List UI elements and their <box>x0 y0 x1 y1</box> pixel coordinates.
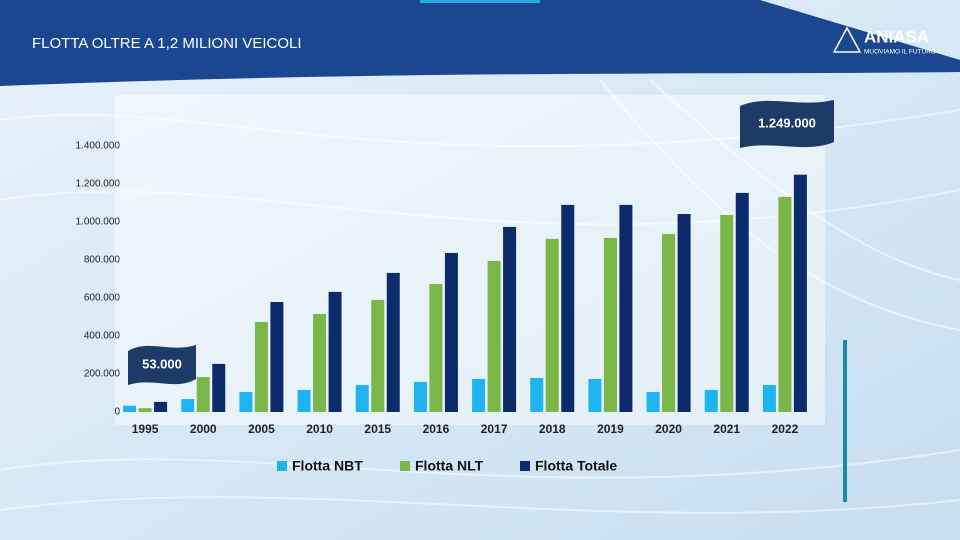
x-tick-label: 2017 <box>481 422 508 436</box>
bar <box>371 299 385 412</box>
bar <box>181 399 195 412</box>
x-tick-label: 2022 <box>772 422 799 436</box>
bar <box>212 363 226 412</box>
y-tick-label: 1.400.000 <box>76 141 121 152</box>
bar <box>735 192 749 412</box>
legend-swatch <box>277 461 287 471</box>
header-banner <box>0 0 960 86</box>
bar <box>677 214 691 412</box>
x-tick-label: 2018 <box>539 422 566 436</box>
bar <box>239 392 253 412</box>
bar <box>413 381 427 412</box>
bar <box>313 313 327 412</box>
legend-swatch <box>520 461 530 471</box>
y-tick-label: 1.000.000 <box>76 217 121 228</box>
bar <box>793 174 807 412</box>
x-tick-label: 1995 <box>132 422 159 436</box>
y-tick-label: 200.000 <box>84 369 121 380</box>
x-tick-label: 2010 <box>306 422 333 436</box>
callout-label: 53.000 <box>142 356 182 371</box>
logo-text: ANIASA <box>864 27 929 46</box>
x-tick-label: 2000 <box>190 422 217 436</box>
bar <box>472 378 486 412</box>
bar <box>270 301 284 412</box>
bar <box>154 401 168 412</box>
bar <box>487 260 501 412</box>
bar <box>254 321 268 412</box>
y-tick-label: 800.000 <box>84 255 121 266</box>
bar <box>297 389 311 412</box>
y-tick-label: 400.000 <box>84 331 121 342</box>
bar <box>762 385 776 412</box>
bar <box>545 238 559 412</box>
legend-label: Flotta NLT <box>415 458 484 474</box>
slide-title: FLOTTA OLTRE A 1,2 MILIONI VEICOLI <box>32 35 302 52</box>
bar <box>138 408 152 412</box>
logo-tagline: MUOVIAMO IL FUTURO <box>864 49 936 56</box>
header-accent <box>420 0 540 3</box>
bar <box>704 389 718 412</box>
waves <box>0 79 960 514</box>
bar <box>530 377 544 412</box>
x-tick-label: 2020 <box>655 422 682 436</box>
x-tick-label: 2021 <box>713 422 740 436</box>
bar <box>588 378 602 412</box>
legend-label: Flotta NBT <box>292 458 363 474</box>
bar <box>386 272 400 412</box>
bar <box>662 233 676 412</box>
x-tick-label: 2015 <box>364 422 391 436</box>
bar <box>355 385 369 412</box>
bar <box>328 291 342 412</box>
y-tick-label: 1.200.000 <box>76 179 121 190</box>
logo: ANIASA MUOVIAMO IL FUTURO <box>832 26 936 56</box>
bar <box>778 196 792 412</box>
legend-label: Flotta Totale <box>535 458 617 474</box>
x-tick-label: 2005 <box>248 422 275 436</box>
bar <box>646 392 660 412</box>
legend-swatch <box>400 461 410 471</box>
bar <box>123 405 137 412</box>
bar <box>619 204 633 412</box>
x-tick-label: 2019 <box>597 422 624 436</box>
logo-mark <box>832 26 862 53</box>
callout <box>740 100 834 148</box>
y-tick-label: 600.000 <box>84 293 121 304</box>
x-tick-label: 2016 <box>423 422 450 436</box>
chart: 0 200.000 400.000 600.000 800.000 1.000.000 1.… <box>76 100 834 474</box>
callout-label: 1.249.000 <box>758 115 816 130</box>
bar <box>444 252 458 412</box>
plot-area <box>115 95 825 425</box>
bar <box>503 226 517 412</box>
y-tick-label: 0 <box>114 407 120 418</box>
bar <box>429 283 443 412</box>
bar <box>603 237 617 412</box>
bar <box>720 214 734 412</box>
bar <box>196 377 210 412</box>
callout <box>128 345 196 385</box>
bar <box>561 204 575 412</box>
